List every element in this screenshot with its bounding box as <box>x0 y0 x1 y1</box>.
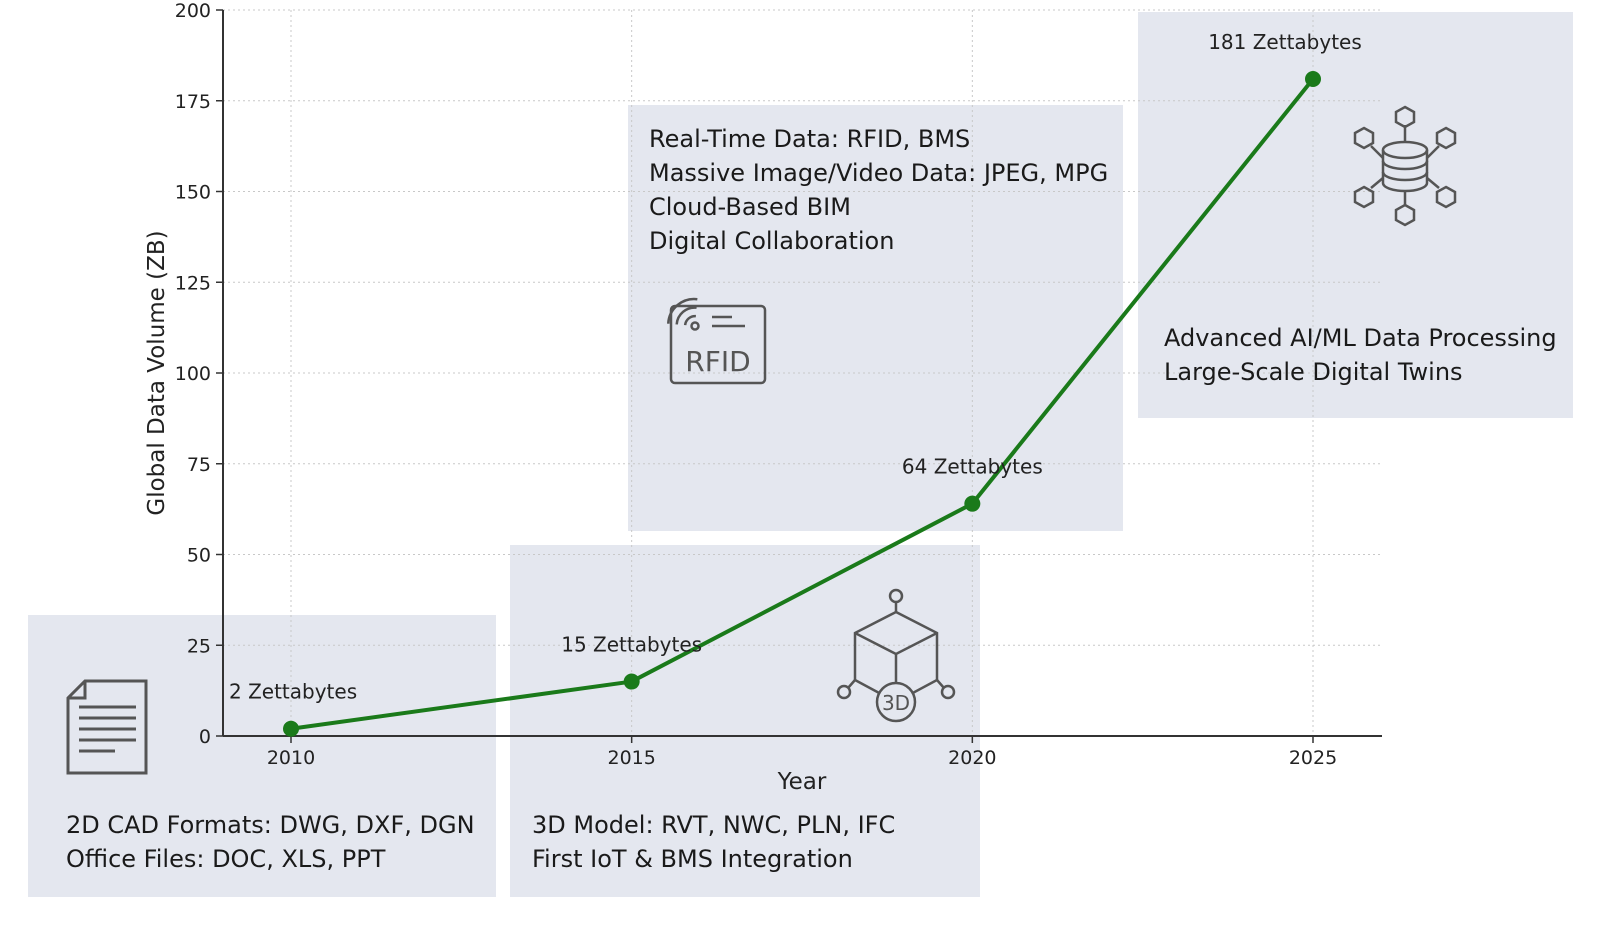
panel-2010-background <box>28 615 496 897</box>
document-icon <box>66 679 148 775</box>
data-point <box>964 495 981 512</box>
y-tick-label: 50 <box>187 545 211 567</box>
x-tick-label: 2010 <box>267 747 315 769</box>
y-axis-title: Global Data Volume (ZB) <box>144 230 170 515</box>
series-line <box>290 77 1315 731</box>
series-group <box>283 70 1321 737</box>
data-point-label: 15 Zettabytes <box>561 633 702 657</box>
panel-2015-line-1: 3D Model: RVT, NWC, PLN, IFC <box>532 811 895 839</box>
y-tick-label: 150 <box>175 182 211 204</box>
rfid-icon: RFID <box>666 297 767 385</box>
grid-lines <box>223 9 1382 736</box>
x-tick-label: 2025 <box>1289 747 1337 769</box>
data-point-label: 181 Zettabytes <box>1208 30 1362 54</box>
y-tick-label: 175 <box>175 91 211 113</box>
panel-2020-line-2: Massive Image/Video Data: JPEG, MPG <box>649 159 1108 187</box>
x-tick-label: 2020 <box>948 747 996 769</box>
panel-2015-line-2: First IoT & BMS Integration <box>532 845 853 873</box>
point-labels: 2 Zettabytes 15 Zettabytes 64 Zettabytes 18… <box>229 30 1362 704</box>
y-tick-label: 0 <box>199 726 211 748</box>
data-point-label: 64 Zettabytes <box>902 455 1043 479</box>
panel-2025-line-1: Advanced AI/ML Data Processing <box>1164 324 1557 352</box>
svg-text:RFID: RFID <box>685 345 750 378</box>
svg-text:3D: 3D <box>882 691 910 715</box>
panel-2020-line-1: Real-Time Data: RFID, BMS <box>649 125 970 153</box>
data-point <box>1305 70 1321 87</box>
x-tick-label: 2015 <box>607 747 655 769</box>
data-point <box>283 720 299 737</box>
data-point-label: 2 Zettabytes <box>229 680 357 704</box>
x-axis-title: Year <box>777 769 827 795</box>
panel-2010-line-1: 2D CAD Formats: DWG, DXF, DGN <box>66 811 475 839</box>
panel-2010-line-2: Office Files: DOC, XLS, PPT <box>66 845 386 873</box>
y-tick-labels: 0 25 50 75 100 125 150 175 200 <box>175 0 223 748</box>
y-tick-label: 100 <box>175 363 211 385</box>
3d-model-icon: 3D <box>836 588 956 723</box>
panel-2025-line-2: Large-Scale Digital Twins <box>1164 358 1463 386</box>
panel-2020-line-3: Cloud-Based BIM <box>649 193 851 221</box>
y-tick-label: 125 <box>175 272 211 294</box>
data-point <box>623 673 640 690</box>
y-tick-label: 75 <box>187 454 211 476</box>
panel-2025-background <box>1138 12 1573 418</box>
y-tick-label: 200 <box>175 0 211 22</box>
panel-2020-line-4: Digital Collaboration <box>649 227 894 255</box>
x-tick-labels: 2010 2015 2020 2025 <box>267 736 1337 769</box>
database-network-icon <box>1353 105 1457 227</box>
y-tick-label: 25 <box>187 635 211 657</box>
panel-2020-background <box>628 105 1123 531</box>
